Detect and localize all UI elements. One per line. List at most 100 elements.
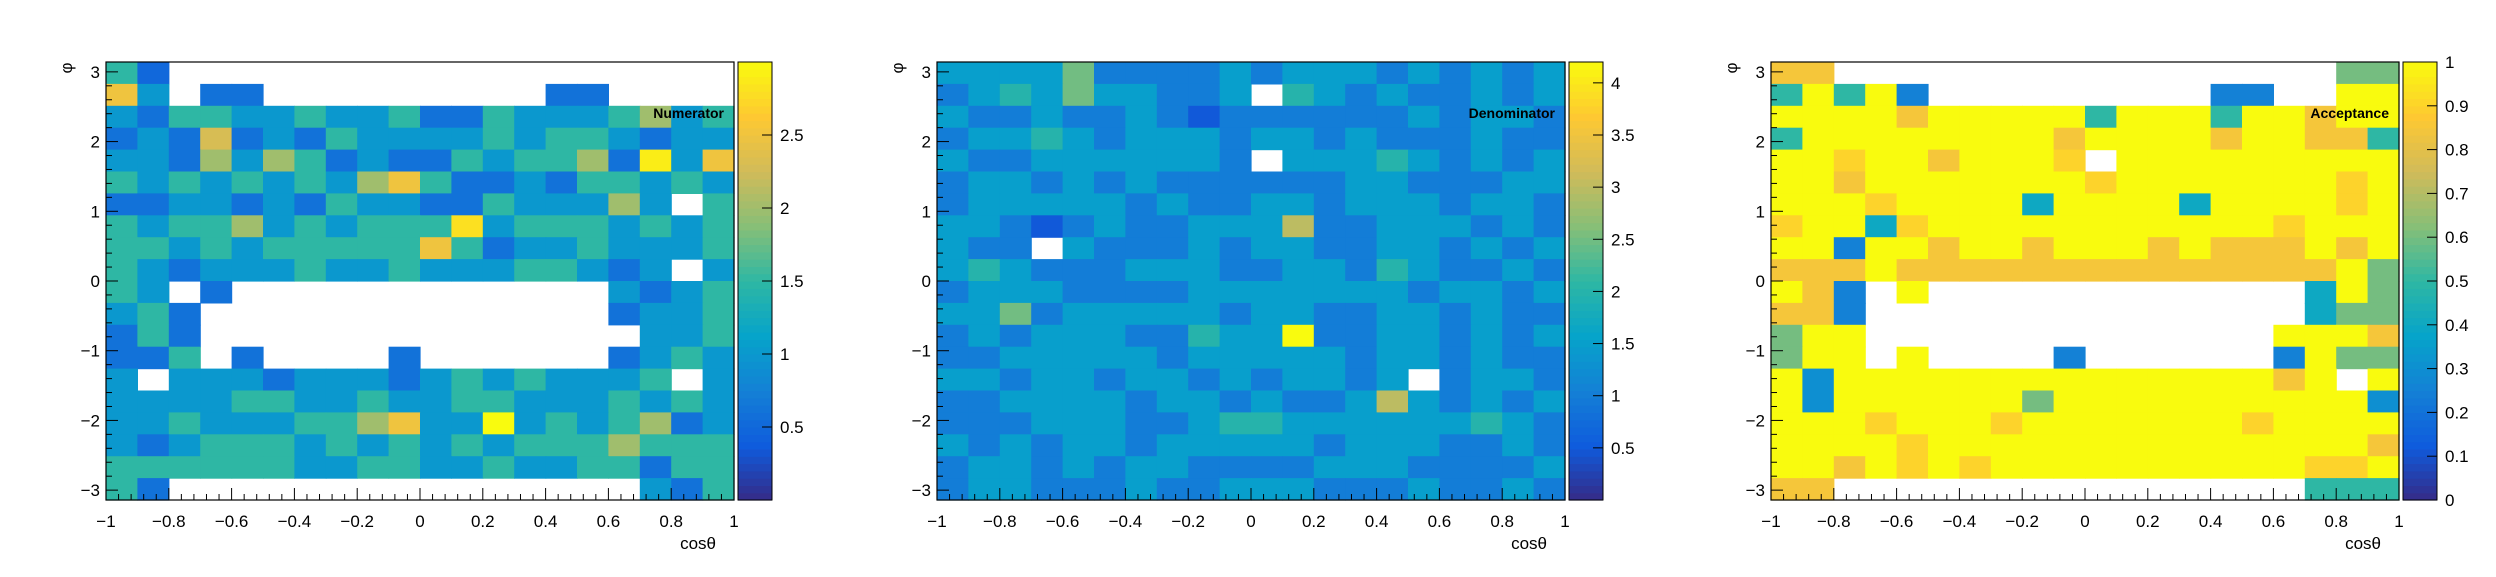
- heatmap-cell: [1062, 281, 1095, 304]
- x-tick-label: −0.2: [1171, 512, 1205, 531]
- heatmap-cell: [137, 324, 170, 348]
- heatmap-cell: [2179, 390, 2212, 413]
- heatmap-cell: [482, 434, 515, 457]
- heatmap-cell: [1928, 127, 1960, 151]
- heatmap-cell: [325, 456, 358, 479]
- heatmap-cell: [1062, 237, 1095, 260]
- colorbar-segment: [2403, 405, 2437, 413]
- colorbar-segment: [2403, 354, 2437, 362]
- colorbar-segment: [2403, 346, 2437, 355]
- heatmap-cell: [1865, 456, 1898, 479]
- colorbar-tick-label: 0.8: [2445, 141, 2469, 160]
- heatmap-cell: [702, 237, 735, 260]
- heatmap-cell: [1439, 62, 1472, 85]
- heatmap-cell: [514, 456, 547, 479]
- heatmap-cell: [671, 478, 704, 501]
- colorbar-segment: [2403, 317, 2437, 326]
- heatmap-cell: [1156, 434, 1189, 457]
- heatmap-cell: [2210, 259, 2243, 282]
- colorbar-segment: [2403, 361, 2437, 370]
- heatmap-cell: [1533, 434, 1566, 457]
- heatmap-cell: [968, 281, 1001, 304]
- heatmap-cell: [1313, 456, 1346, 479]
- heatmap-cell: [1219, 390, 1252, 413]
- heatmap-cell: [999, 215, 1032, 238]
- y-axis-title: φ: [57, 62, 76, 73]
- y-axis-title: φ: [888, 62, 907, 73]
- colorbar-tick-label: 3.5: [1611, 126, 1635, 145]
- heatmap-cell: [2210, 83, 2243, 107]
- heatmap-cell: [1376, 62, 1409, 85]
- colorbar-segment: [1569, 171, 1603, 180]
- heatmap-cell: [937, 368, 969, 392]
- colorbar-segment: [2403, 127, 2437, 136]
- colorbar-segment: [738, 295, 772, 304]
- heatmap-cell: [999, 456, 1032, 479]
- heatmap-cell: [106, 302, 138, 326]
- heatmap-cell: [1094, 368, 1126, 392]
- heatmap-cell: [1125, 105, 1158, 129]
- heatmap-cell: [2053, 237, 2086, 260]
- heatmap-cell: [1502, 215, 1535, 238]
- panel-label: Acceptance: [2310, 105, 2389, 121]
- heatmap-cell: [2367, 105, 2400, 129]
- heatmap-cell: [1959, 149, 1992, 173]
- heatmap-cell: [200, 127, 233, 151]
- heatmap-cell: [1376, 83, 1409, 107]
- heatmap-cell: [968, 105, 1001, 129]
- heatmap-cell: [357, 149, 390, 173]
- heatmap-cell: [451, 127, 484, 151]
- y-tick-label: 3: [91, 63, 100, 82]
- x-tick-label: 0.8: [659, 512, 683, 531]
- colorbar-segment: [1569, 178, 1603, 187]
- y-tick-label: −3: [912, 481, 931, 500]
- colorbar-segment: [2403, 390, 2437, 399]
- heatmap-cell: [263, 149, 295, 173]
- heatmap-cell: [2053, 105, 2086, 129]
- heatmap-cell: [2242, 259, 2274, 282]
- heatmap-cell: [2242, 368, 2274, 392]
- heatmap-cell: [545, 237, 578, 260]
- heatmap-cell: [482, 149, 515, 173]
- heatmap-cell: [1282, 390, 1315, 413]
- heatmap-cell: [2242, 83, 2274, 107]
- colorbar-segment: [2403, 470, 2437, 479]
- heatmap-cell: [1031, 259, 1064, 282]
- heatmap-cell: [106, 259, 138, 282]
- heatmap-cell: [2304, 390, 2337, 413]
- heatmap-cell: [420, 259, 452, 282]
- y-tick-label: −1: [912, 342, 931, 361]
- heatmap-cell: [200, 237, 233, 260]
- heatmap-cell: [639, 149, 672, 173]
- heatmap-cell: [1125, 478, 1158, 501]
- heatmap-cell: [1990, 127, 2023, 151]
- heatmap-cell: [1439, 171, 1472, 194]
- heatmap-cell: [999, 478, 1032, 501]
- heatmap-cell: [968, 237, 1001, 260]
- heatmap-cell: [420, 193, 452, 216]
- heatmap-cell: [1188, 302, 1221, 326]
- heatmap-cell: [231, 346, 264, 370]
- heatmap-cell: [1376, 193, 1409, 216]
- heatmap-cell: [388, 215, 421, 238]
- heatmap-cell: [482, 237, 515, 260]
- heatmap-cell: [2273, 324, 2306, 348]
- heatmap-cell: [1251, 237, 1283, 260]
- heatmap-cell: [357, 434, 390, 457]
- heatmap-cell: [451, 105, 484, 129]
- heatmap-cell: [231, 456, 264, 479]
- x-tick-label: 0.8: [1490, 512, 1514, 531]
- y-tick-label: −3: [81, 481, 100, 500]
- heatmap-cell: [451, 259, 484, 282]
- heatmap-cell: [2367, 83, 2400, 107]
- heatmap-cell: [968, 412, 1001, 435]
- heatmap-cell: [1251, 456, 1283, 479]
- heatmap-cell: [1156, 346, 1189, 370]
- x-tick-label: −0.2: [340, 512, 374, 531]
- heatmap-cell: [1533, 281, 1566, 304]
- colorbar-segment: [738, 164, 772, 173]
- heatmap-cell: [1928, 149, 1960, 173]
- heatmap-cell: [168, 324, 201, 348]
- heatmap-cell: [639, 171, 672, 194]
- colorbar-segment: [1569, 441, 1603, 450]
